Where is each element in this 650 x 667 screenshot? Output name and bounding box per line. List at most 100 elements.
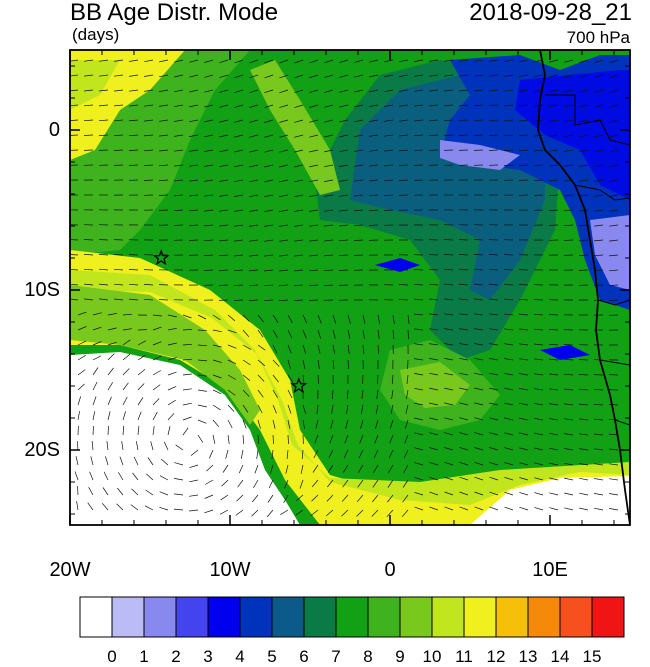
wind-arrow (309, 104, 319, 108)
colorbar-swatch (111, 596, 145, 638)
wind-arrow (338, 254, 349, 257)
wind-arrow (317, 359, 320, 369)
wind-arrow (98, 239, 109, 241)
wind-arrow (354, 74, 364, 78)
wind-arrow (234, 179, 244, 183)
wind-arrow (368, 224, 379, 226)
wind-arrow (358, 464, 364, 473)
wind-arrow (175, 444, 184, 451)
wind-arrow (608, 299, 619, 301)
wind-arrow (384, 134, 394, 137)
wind-arrow (488, 268, 499, 271)
colorbar-swatch (431, 596, 465, 638)
wind-arrow (107, 367, 114, 376)
colorbar-tick-label: 4 (235, 647, 245, 666)
wind-arrow (159, 134, 169, 137)
wind-arrow (369, 179, 379, 182)
lon-tick-label: 0 (384, 559, 396, 581)
wind-arrow (343, 449, 349, 459)
wind-arrow (84, 74, 94, 77)
wind-arrow (428, 119, 439, 122)
wind-arrow (219, 104, 229, 108)
wind-arrow (519, 373, 529, 376)
wind-arrow (474, 402, 484, 406)
wind-arrow (145, 489, 154, 496)
field-blue-spot-2 (540, 345, 590, 360)
wind-arrow (594, 59, 604, 64)
wind-arrow (107, 313, 117, 316)
wind-arrow (593, 254, 604, 257)
wind-arrow (503, 283, 514, 286)
wind-arrow (309, 89, 319, 93)
wind-arrow (152, 341, 162, 346)
wind-arrow (503, 164, 514, 166)
wind-arrow (324, 179, 334, 182)
wind-arrow (518, 313, 529, 316)
wind-arrow (563, 358, 574, 361)
wind-arrow (135, 441, 139, 451)
wind-arrow (354, 134, 364, 137)
wind-arrow (474, 432, 484, 436)
wind-arrow (609, 59, 619, 64)
wind-arrow (272, 404, 277, 414)
wind-arrow (503, 298, 514, 301)
wind-arrow (317, 344, 321, 354)
wind-arrow (174, 164, 184, 167)
wind-arrow (286, 449, 289, 460)
wind-arrow (578, 254, 589, 256)
wind-arrow (443, 134, 454, 136)
wind-arrow (474, 476, 484, 481)
field-swirl-inner (400, 362, 470, 408)
wind-arrow (374, 434, 379, 444)
wind-arrow (219, 74, 229, 78)
wind-arrow (339, 119, 349, 123)
wind-arrow (287, 344, 292, 354)
wind-arrow (234, 134, 244, 138)
wind-arrow (308, 269, 319, 272)
wind-arrow (402, 479, 409, 488)
wind-arrow (347, 329, 351, 339)
wind-arrow (609, 448, 619, 451)
wind-arrow (287, 329, 293, 339)
wind-arrow (369, 59, 379, 63)
wind-arrow (368, 209, 379, 212)
wind-arrow (107, 327, 117, 331)
colorbar-tick-label: 5 (267, 647, 277, 666)
wind-arrow (429, 104, 439, 107)
wind-arrow (362, 314, 366, 324)
wind-arrow (428, 283, 439, 286)
field-sw-white (70, 352, 300, 525)
wind-arrow (173, 194, 184, 197)
wind-arrow (234, 224, 244, 227)
wind-arrow (234, 119, 244, 123)
wind-arrow (174, 89, 184, 93)
wind-arrow (257, 434, 260, 445)
wind-arrow (474, 328, 484, 331)
wind-arrow (347, 344, 350, 354)
wind-arrow (116, 503, 124, 511)
wind-arrow (459, 447, 469, 451)
wind-arrow (129, 104, 139, 107)
wind-arrow (369, 134, 379, 137)
field-southwest-green (70, 285, 260, 425)
wind-arrow (383, 209, 394, 211)
wind-arrow (264, 134, 274, 138)
wind-arrow (144, 505, 154, 511)
wind-arrow (92, 312, 102, 316)
wind-arrow (212, 404, 221, 411)
wind-arrow (197, 314, 207, 320)
wind-arrow (339, 194, 349, 197)
wind-arrow (324, 149, 334, 153)
wind-arrow (402, 494, 409, 503)
wind-arrow (353, 224, 364, 227)
wind-arrow (398, 284, 409, 286)
wind-arrow (413, 149, 424, 152)
wind-arrow (152, 326, 162, 331)
axis-minor-ticks (69, 50, 630, 525)
wind-arrow (579, 492, 589, 496)
wind-arrow (534, 134, 544, 137)
wind-arrow (548, 209, 559, 211)
wind-arrow (354, 179, 364, 182)
wind-arrow (101, 502, 109, 511)
wind-arrow (428, 149, 439, 151)
